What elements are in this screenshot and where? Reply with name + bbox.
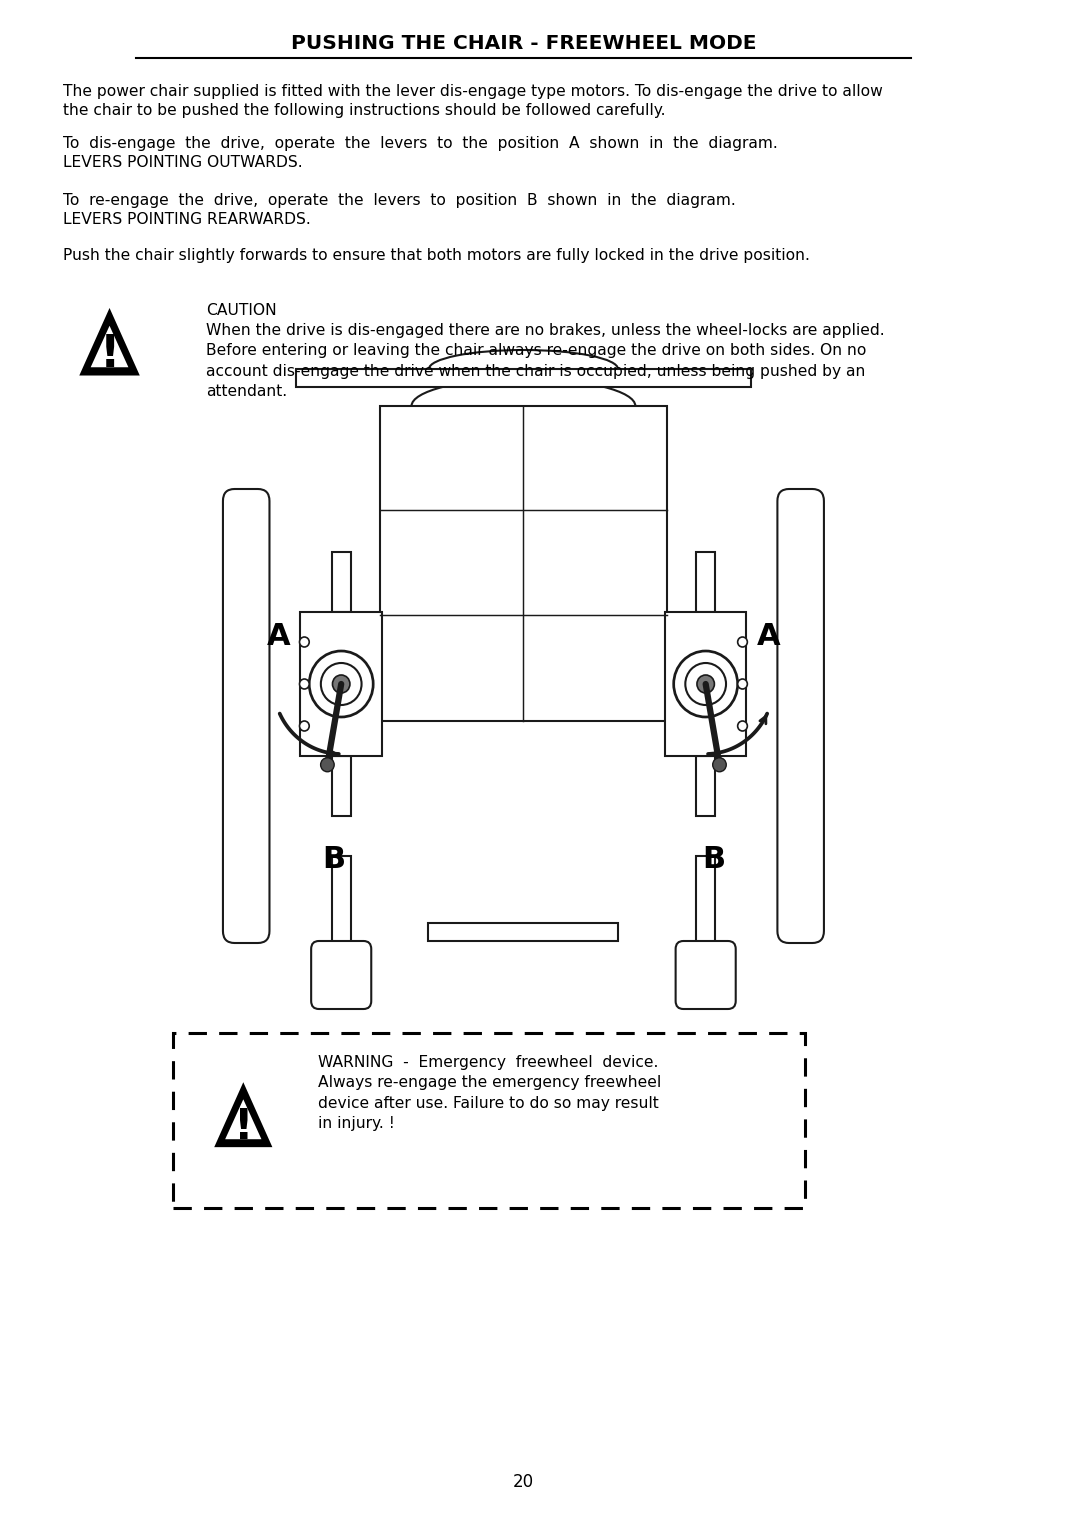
Text: CAUTION: CAUTION bbox=[206, 304, 278, 317]
Circle shape bbox=[321, 758, 334, 772]
Polygon shape bbox=[91, 325, 129, 368]
Bar bbox=[173, 1033, 805, 1209]
Circle shape bbox=[686, 662, 726, 705]
Text: To  re-engage  the  drive,  operate  the  levers  to  position  B  shown  in  th: To re-engage the drive, operate the leve… bbox=[63, 192, 735, 208]
Text: A: A bbox=[267, 621, 291, 650]
Bar bbox=[429, 923, 619, 942]
Text: When the drive is dis-engaged there are no brakes, unless the wheel-locks are ap: When the drive is dis-engaged there are … bbox=[206, 324, 886, 400]
FancyBboxPatch shape bbox=[222, 488, 270, 943]
Circle shape bbox=[299, 636, 309, 647]
Bar bbox=[380, 406, 666, 720]
Text: 20: 20 bbox=[513, 1473, 534, 1491]
Circle shape bbox=[738, 636, 747, 647]
Bar bbox=[332, 755, 351, 816]
Bar bbox=[696, 552, 715, 612]
Bar bbox=[332, 552, 351, 612]
Text: To  dis-engage  the  drive,  operate  the  levers  to  the  position  A  shown  : To dis-engage the drive, operate the lev… bbox=[63, 136, 778, 151]
Bar bbox=[296, 369, 752, 388]
Circle shape bbox=[697, 674, 714, 693]
FancyBboxPatch shape bbox=[778, 488, 824, 943]
Bar bbox=[665, 612, 746, 755]
Text: WARNING  -  Emergency  freewheel  device.
Always re-engage the emergency freewhe: WARNING - Emergency freewheel device. Al… bbox=[318, 1054, 661, 1131]
Circle shape bbox=[333, 674, 350, 693]
FancyBboxPatch shape bbox=[676, 942, 735, 1009]
Text: A: A bbox=[757, 621, 781, 650]
Text: LEVERS POINTING OUTWARDS.: LEVERS POINTING OUTWARDS. bbox=[63, 156, 302, 169]
Bar bbox=[696, 856, 715, 951]
Polygon shape bbox=[79, 308, 139, 375]
Bar bbox=[300, 612, 382, 755]
Circle shape bbox=[738, 679, 747, 690]
Circle shape bbox=[299, 720, 309, 731]
Text: LEVERS POINTING REARWARDS.: LEVERS POINTING REARWARDS. bbox=[63, 212, 311, 227]
Circle shape bbox=[321, 662, 362, 705]
Circle shape bbox=[713, 758, 726, 772]
Text: B: B bbox=[322, 844, 345, 873]
Text: the chair to be pushed the following instructions should be followed carefully.: the chair to be pushed the following ins… bbox=[63, 102, 665, 118]
Circle shape bbox=[299, 679, 309, 690]
Text: !: ! bbox=[233, 1106, 253, 1148]
Circle shape bbox=[309, 652, 374, 717]
Bar bbox=[332, 856, 351, 951]
Text: !: ! bbox=[99, 333, 120, 377]
Polygon shape bbox=[214, 1082, 272, 1148]
Text: PUSHING THE CHAIR - FREEWHEEL MODE: PUSHING THE CHAIR - FREEWHEEL MODE bbox=[291, 34, 756, 53]
Text: B: B bbox=[702, 844, 725, 873]
Circle shape bbox=[738, 720, 747, 731]
Text: Push the chair slightly forwards to ensure that both motors are fully locked in : Push the chair slightly forwards to ensu… bbox=[63, 249, 810, 262]
Polygon shape bbox=[225, 1099, 261, 1140]
Bar bbox=[696, 755, 715, 816]
FancyBboxPatch shape bbox=[311, 942, 372, 1009]
Text: The power chair supplied is fitted with the lever dis-engage type motors. To dis: The power chair supplied is fitted with … bbox=[63, 84, 882, 99]
Circle shape bbox=[674, 652, 738, 717]
